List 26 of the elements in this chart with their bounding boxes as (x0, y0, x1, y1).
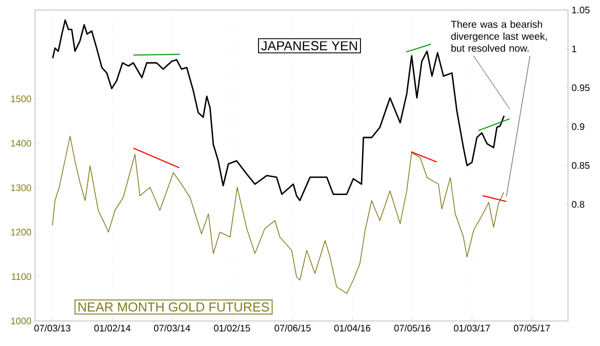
y-tick-label: 1500 (11, 96, 32, 102)
y2-tick-label: 0.9 (572, 123, 584, 130)
annotation: There was a bearish divergence last week, but resolved now. (451, 20, 547, 52)
y2-tick-label: 1.05 (572, 6, 590, 14)
y2-tick-label: 0.85 (572, 162, 590, 169)
text: JAPANESE YEN (261, 41, 357, 50)
x-tick-label: 07/05/16 (394, 324, 430, 332)
x-tick-label: 01/04/16 (334, 324, 370, 332)
y-tick-label: 1100 (12, 273, 32, 280)
y2-tick-label: 0.8 (572, 201, 584, 208)
y-tick-label: 1200 (11, 228, 32, 236)
x-tick-label: 07/06/15 (274, 324, 311, 332)
y-tick-label: 1400 (11, 140, 32, 147)
y2-tick-label: 0.95 (572, 84, 590, 92)
y-tick-label: 1000 (11, 318, 32, 324)
text: NEAR MONTH GOLD FUTURES (78, 302, 270, 312)
x-tick-label: 07/05/17 (514, 324, 550, 332)
line-series (52, 19, 505, 202)
y-tick-label: 1300 (11, 184, 32, 192)
x-tick-label: 01/03/17 (454, 324, 490, 332)
x-tick-label: 07/03/13 (34, 324, 70, 332)
x-tick-label: 01/02/15 (214, 324, 250, 332)
x-tick-label: 01/02/14 (94, 324, 130, 332)
y2-tick-label: 1 (572, 46, 576, 52)
x-tick-label: 07/03/14 (154, 324, 190, 332)
line-series (52, 136, 504, 294)
